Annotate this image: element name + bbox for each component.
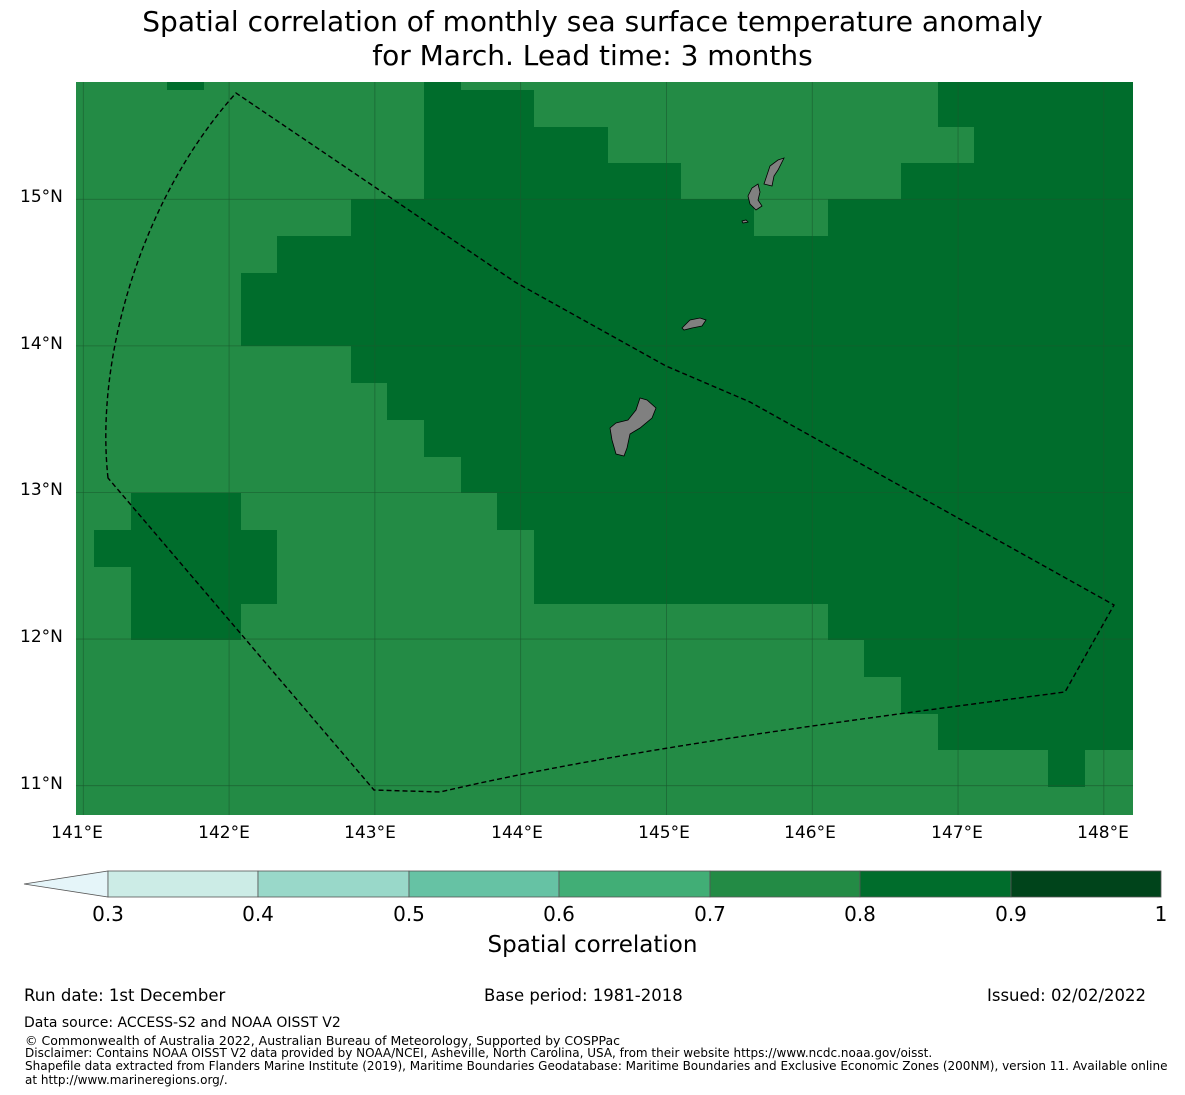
y-tick-label: 11°N [20, 774, 63, 794]
run-date-text: Run date: 1st December [24, 986, 226, 1005]
map-cell [131, 604, 241, 640]
high-correlation-region [94, 82, 1133, 787]
map-cell [901, 163, 1133, 199]
map-cell [828, 604, 1133, 640]
map-cell [864, 640, 1133, 677]
map-cell [94, 530, 277, 567]
disclaimer-text: Disclaimer: Contains NOAA OISST V2 data … [25, 1046, 933, 1060]
chart-title-line-2: for March. Lead time: 3 months [372, 39, 813, 72]
colorbar-tick-label: 0.7 [694, 902, 726, 926]
colorbar-tick-label: 0.8 [844, 902, 876, 926]
y-tick-label: 14°N [20, 334, 63, 354]
map-cell [131, 567, 277, 604]
x-tick-label: 143°E [344, 823, 396, 843]
map-cell [424, 90, 534, 127]
x-tick-label: 145°E [638, 823, 690, 843]
colorbar-tick-label: 0.5 [393, 902, 425, 926]
islands [609, 157, 785, 457]
y-tick-label: 13°N [20, 480, 63, 500]
small-island-shape [741, 219, 749, 224]
y-tick-label: 12°N [20, 627, 63, 647]
colorbar-tick-label: 0.9 [995, 902, 1027, 926]
tinian-island-shape [747, 183, 763, 211]
y-tick-label: 15°N [20, 187, 63, 207]
map-cell [277, 236, 1133, 273]
copyright-text: © Commonwealth of Australia 2022, Austra… [25, 1033, 620, 1048]
x-tick-label: 148°E [1077, 823, 1129, 843]
chart-title-line-1: Spatial correlation of monthly sea surfa… [142, 5, 1043, 38]
colorbar-tick-label: 0.3 [92, 902, 124, 926]
map-cell [1048, 750, 1085, 787]
map-cell [534, 530, 1133, 604]
map-cell [974, 127, 1133, 163]
map-cell [938, 82, 1133, 127]
issued-date-text: Issued: 02/02/2022 [987, 986, 1147, 1005]
eez-boundary [105, 92, 1115, 793]
saipan-island-shape [763, 157, 785, 187]
x-tick-label: 147°E [931, 823, 983, 843]
map-cell [424, 420, 1133, 457]
colorbar-tick-label: 1 [1154, 902, 1168, 926]
map-cell [497, 493, 1133, 530]
map-cell [828, 199, 1133, 236]
map-cell [424, 163, 681, 199]
x-tick-label: 142°E [198, 823, 250, 843]
map-gridlines [76, 82, 1133, 815]
x-tick-label: 144°E [491, 823, 543, 843]
map-cell [351, 346, 1133, 383]
map-cell [351, 199, 754, 236]
map-cell [387, 383, 1133, 420]
map-cell [241, 273, 1133, 346]
colorbar-tick-label: 0.6 [543, 902, 575, 926]
map-cell [131, 493, 241, 530]
map-cell [461, 457, 1133, 493]
map-cell [424, 82, 461, 90]
rota-island-shape [681, 317, 707, 331]
shapefile-credit-url-text: at http://www.marineregions.org/. [25, 1073, 228, 1087]
colorbar-tick-label: 0.4 [242, 902, 274, 926]
map-cell [938, 714, 1133, 750]
colorbar-label: Spatial correlation [487, 932, 698, 958]
guam-island-shape [609, 397, 657, 457]
x-tick-label: 141°E [51, 823, 103, 843]
map-cell [424, 127, 608, 163]
data-source-text: Data source: ACCESS-S2 and NOAA OISST V2 [24, 1015, 341, 1031]
x-tick-label: 146°E [784, 823, 836, 843]
map-cell [167, 82, 204, 90]
base-period-text: Base period: 1981-2018 [484, 986, 683, 1005]
shapefile-credit-text: Shapefile data extracted from Flanders M… [25, 1059, 1168, 1073]
